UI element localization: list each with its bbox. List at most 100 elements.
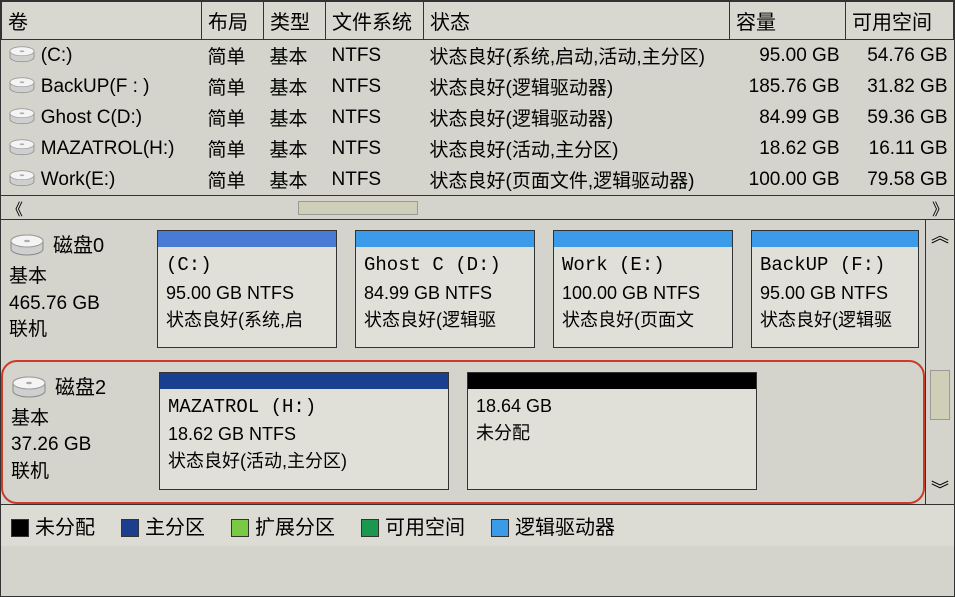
partition-status: 状态良好(逻辑驱 (364, 307, 526, 334)
partition-name: (C:) (166, 251, 328, 280)
disk-icon (9, 234, 45, 258)
table-row[interactable]: (C:)简单基本NTFS状态良好(系统,启动,活动,主分区)95.00 GB54… (2, 40, 954, 72)
scroll-thumb[interactable] (298, 201, 418, 215)
header-free[interactable]: 可用空间 (846, 2, 954, 40)
volume-layout: 简单 (202, 102, 264, 133)
volume-free: 54.76 GB (846, 40, 954, 72)
partition-container: MAZATROL (H:)18.62 GB NTFS状态良好(活动,主分区)18… (159, 370, 917, 490)
scroll-down-arrow[interactable]: ︾ (926, 474, 954, 504)
volume-name: Work(E:) (41, 169, 116, 190)
disk-capacity: 37.26 GB (11, 432, 155, 459)
legend-swatch (231, 519, 249, 537)
partition[interactable]: (C:)95.00 GB NTFS状态良好(系统,启 (157, 230, 337, 348)
partition[interactable]: 18.64 GB未分配 (467, 372, 757, 490)
disk-row: 磁盘2基本37.26 GB联机MAZATROL (H:)18.62 GB NTF… (1, 360, 925, 504)
table-row[interactable]: Ghost C(D:)简单基本NTFS状态良好(逻辑驱动器)84.99 GB59… (2, 102, 954, 133)
partition[interactable]: Ghost C (D:)84.99 GB NTFS状态良好(逻辑驱 (355, 230, 535, 348)
volume-free: 16.11 GB (846, 133, 954, 164)
volume-name: (C:) (41, 45, 73, 66)
partition-size: 84.99 GB NTFS (364, 280, 526, 307)
volume-capacity: 100.00 GB (730, 164, 846, 195)
legend: 未分配主分区扩展分区可用空间逻辑驱动器 (1, 504, 954, 546)
legend-swatch (121, 519, 139, 537)
partition-color-bar (752, 231, 918, 247)
volume-free: 79.58 GB (846, 164, 954, 195)
partition-status: 状态良好(活动,主分区) (168, 448, 440, 475)
legend-label: 未分配 (35, 517, 95, 539)
volume-free: 59.36 GB (846, 102, 954, 133)
disk-icon (11, 376, 47, 400)
table-row[interactable]: Work(E:) 简单基本NTFS状态良好(页面文件,逻辑驱动器)100.00 G… (2, 164, 954, 195)
partition-status: 状态良好(页面文 (562, 307, 724, 334)
volume-table: 卷 布局 类型 文件系统 状态 容量 可用空间 (C:)简单基本NTFS状态良好… (1, 1, 954, 195)
scroll-right-arrow[interactable]: 》 (926, 196, 954, 220)
volume-capacity: 185.76 GB (730, 71, 846, 102)
table-row[interactable]: MAZATROL(H:)简单基本NTFS状态良好(活动,主分区)18.62 GB… (2, 133, 954, 164)
disk-map: 磁盘0基本465.76 GB联机(C:)95.00 GB NTFS状态良好(系统… (1, 219, 954, 504)
vscroll-track[interactable] (926, 250, 954, 474)
vscroll-thumb[interactable] (930, 370, 950, 420)
legend-item: 主分区 (121, 511, 205, 540)
header-capacity[interactable]: 容量 (730, 2, 846, 40)
volume-layout: 简单 (202, 164, 264, 195)
header-volume[interactable]: 卷 (2, 2, 202, 40)
partition-name: Work (E:) (562, 251, 724, 280)
partition-size: 18.62 GB NTFS (168, 421, 440, 448)
legend-item: 未分配 (11, 511, 95, 540)
header-layout[interactable]: 布局 (202, 2, 264, 40)
volume-capacity: 84.99 GB (730, 102, 846, 133)
partition-name: MAZATROL (H:) (168, 393, 440, 422)
partition-color-bar (554, 231, 732, 247)
volume-status: 状态良好(逻辑驱动器) (424, 71, 730, 102)
volume-fs: NTFS (326, 71, 424, 102)
volume-layout: 简单 (202, 40, 264, 72)
disk-type: 基本 (9, 264, 153, 291)
partition-name: Ghost C (D:) (364, 251, 526, 280)
partition[interactable]: BackUP (F:)95.00 GB NTFS状态良好(逻辑驱 (751, 230, 919, 348)
volume-layout: 简单 (202, 133, 264, 164)
header-type[interactable]: 类型 (264, 2, 326, 40)
volume-status: 状态良好(活动,主分区) (424, 133, 730, 164)
partition[interactable]: MAZATROL (H:)18.62 GB NTFS状态良好(活动,主分区) (159, 372, 449, 490)
disk-icon (8, 108, 36, 126)
volume-table-header-row: 卷 布局 类型 文件系统 状态 容量 可用空间 (2, 2, 954, 40)
volume-name: Ghost C(D:) (41, 107, 142, 128)
scroll-track[interactable] (29, 199, 926, 217)
partition-status: 状态良好(逻辑驱 (760, 307, 910, 334)
partition-color-bar (356, 231, 534, 247)
volume-type: 基本 (264, 164, 326, 195)
scroll-left-arrow[interactable]: 《 (1, 196, 29, 220)
header-status[interactable]: 状态 (424, 2, 730, 40)
legend-label: 主分区 (145, 517, 205, 539)
partition-size: 100.00 GB NTFS (562, 280, 724, 307)
table-row[interactable]: BackUP(F : )简单基本NTFS状态良好(逻辑驱动器)185.76 GB… (2, 71, 954, 102)
partition-color-bar (468, 373, 756, 389)
volume-free: 31.82 GB (846, 71, 954, 102)
volume-type: 基本 (264, 102, 326, 133)
header-filesystem[interactable]: 文件系统 (326, 2, 424, 40)
volume-fs: NTFS (326, 102, 424, 133)
partition-size: 18.64 GB (476, 393, 748, 420)
partition-size: 95.00 GB NTFS (166, 280, 328, 307)
partition-status: 状态良好(系统,启 (166, 307, 328, 334)
volume-status: 状态良好(页面文件,逻辑驱动器) (424, 164, 730, 195)
scroll-up-arrow[interactable]: ︽ (926, 220, 954, 250)
disk-info: 磁盘2基本37.26 GB联机 (9, 370, 159, 490)
legend-label: 可用空间 (385, 517, 465, 539)
legend-swatch (361, 519, 379, 537)
partition-name: BackUP (F:) (760, 251, 910, 280)
vertical-scrollbar[interactable]: ︽ ︾ (925, 220, 954, 504)
partition-size: 95.00 GB NTFS (760, 280, 910, 307)
volume-type: 基本 (264, 40, 326, 72)
horizontal-scrollbar[interactable]: 《 》 (1, 195, 954, 219)
partition-color-bar (160, 373, 448, 389)
volume-fs: NTFS (326, 164, 424, 195)
volume-name: BackUP(F : ) (41, 76, 150, 97)
volume-layout: 简单 (202, 71, 264, 102)
disk-label: 磁盘0 (53, 232, 104, 260)
disk-state: 联机 (11, 459, 155, 486)
disk-capacity: 465.76 GB (9, 291, 153, 318)
volume-fs: NTFS (326, 133, 424, 164)
partition-container: (C:)95.00 GB NTFS状态良好(系统,启Ghost C (D:)84… (157, 228, 919, 348)
partition[interactable]: Work (E:)100.00 GB NTFS状态良好(页面文 (553, 230, 733, 348)
